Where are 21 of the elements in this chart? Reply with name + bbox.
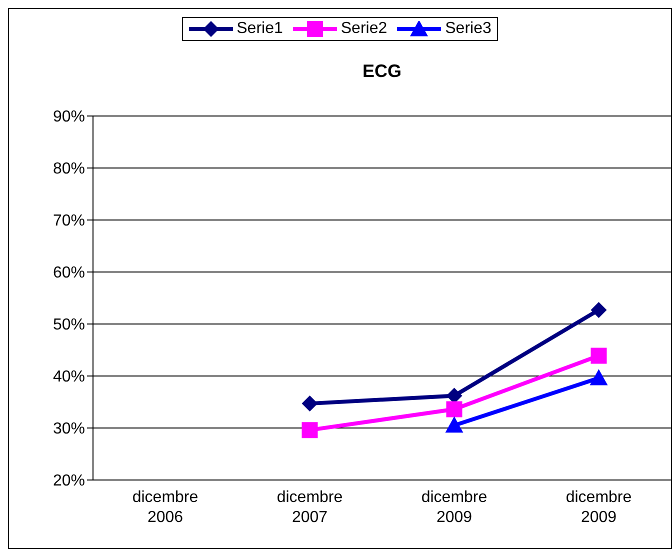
legend-label: Serie1 [236, 20, 283, 38]
point [302, 396, 318, 412]
x-tick-label: dicembre 2009 [566, 489, 632, 526]
y-tick-label: 70% [52, 212, 85, 230]
y-tick-label: 60% [52, 264, 85, 282]
legend-label: Serie2 [340, 20, 388, 38]
x-tick-label: dicembre 2007 [276, 489, 343, 526]
y-tick-label: 20% [52, 472, 85, 490]
y-tick-label: 50% [52, 316, 85, 334]
point [302, 422, 318, 438]
point [590, 302, 607, 318]
x-tick-label: dicembre 2006 [132, 489, 198, 526]
y-tick-label: 80% [52, 160, 85, 178]
y-tick-label: 90% [52, 108, 85, 126]
point [590, 348, 607, 364]
legend-label: Serie3 [445, 20, 492, 38]
x-tick-label: dicembre 2009 [421, 489, 488, 526]
chart-title: ECG [361, 61, 402, 82]
point [446, 401, 462, 418]
y-tick-label: 30% [52, 420, 85, 438]
y-tick-label: 40% [52, 368, 85, 386]
